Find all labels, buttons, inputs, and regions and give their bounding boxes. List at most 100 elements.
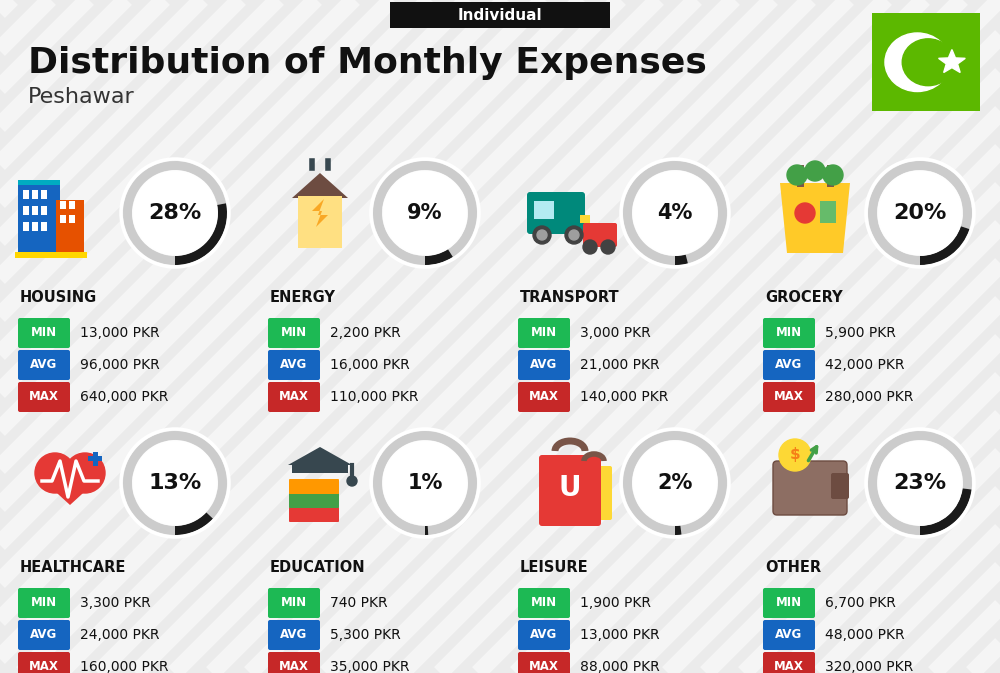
Text: MIN: MIN (31, 596, 57, 610)
FancyBboxPatch shape (18, 382, 70, 412)
Circle shape (569, 230, 579, 240)
FancyBboxPatch shape (583, 223, 617, 247)
Wedge shape (373, 161, 477, 265)
Circle shape (878, 441, 962, 525)
FancyBboxPatch shape (69, 215, 75, 223)
Text: AVG: AVG (30, 629, 58, 641)
FancyBboxPatch shape (32, 190, 38, 199)
Polygon shape (780, 183, 850, 253)
Text: 320,000 PKR: 320,000 PKR (825, 660, 913, 673)
Text: 280,000 PKR: 280,000 PKR (825, 390, 913, 404)
Wedge shape (123, 431, 227, 535)
Text: MAX: MAX (774, 660, 804, 673)
Wedge shape (623, 161, 727, 265)
Circle shape (583, 240, 597, 254)
Text: MIN: MIN (31, 326, 57, 339)
Text: HOUSING: HOUSING (20, 291, 97, 306)
Text: 140,000 PKR: 140,000 PKR (580, 390, 668, 404)
Text: GROCERY: GROCERY (765, 291, 843, 306)
FancyBboxPatch shape (298, 196, 342, 248)
Text: Distribution of Monthly Expenses: Distribution of Monthly Expenses (28, 46, 707, 80)
Text: 5,900 PKR: 5,900 PKR (825, 326, 896, 340)
Wedge shape (868, 161, 972, 265)
FancyBboxPatch shape (518, 350, 570, 380)
Text: AVG: AVG (530, 629, 558, 641)
Text: 42,000 PKR: 42,000 PKR (825, 358, 904, 372)
Wedge shape (675, 526, 682, 535)
FancyBboxPatch shape (390, 2, 610, 28)
FancyBboxPatch shape (289, 507, 339, 522)
Text: 1,900 PKR: 1,900 PKR (580, 596, 651, 610)
Text: MIN: MIN (531, 326, 557, 339)
FancyBboxPatch shape (18, 588, 70, 618)
FancyBboxPatch shape (831, 473, 849, 499)
Text: MAX: MAX (29, 660, 59, 673)
Text: LEISURE: LEISURE (520, 561, 589, 575)
FancyBboxPatch shape (268, 620, 320, 650)
FancyBboxPatch shape (518, 588, 570, 618)
FancyBboxPatch shape (41, 206, 47, 215)
FancyBboxPatch shape (18, 350, 70, 380)
Text: MIN: MIN (776, 596, 802, 610)
Circle shape (902, 39, 954, 85)
FancyBboxPatch shape (773, 461, 847, 515)
Circle shape (795, 203, 815, 223)
Polygon shape (292, 173, 348, 198)
Polygon shape (288, 447, 352, 465)
FancyBboxPatch shape (69, 201, 75, 209)
FancyBboxPatch shape (23, 206, 29, 215)
Text: MIN: MIN (776, 326, 802, 339)
FancyBboxPatch shape (763, 382, 815, 412)
Text: MIN: MIN (531, 596, 557, 610)
Text: 96,000 PKR: 96,000 PKR (80, 358, 160, 372)
Text: 6,700 PKR: 6,700 PKR (825, 596, 896, 610)
FancyBboxPatch shape (268, 652, 320, 673)
Text: 640,000 PKR: 640,000 PKR (80, 390, 168, 404)
Text: AVG: AVG (30, 359, 58, 371)
FancyBboxPatch shape (268, 588, 320, 618)
Text: 4%: 4% (657, 203, 693, 223)
Wedge shape (123, 161, 226, 265)
FancyBboxPatch shape (872, 13, 980, 111)
Circle shape (383, 171, 467, 255)
FancyBboxPatch shape (289, 493, 339, 508)
FancyBboxPatch shape (32, 206, 38, 215)
Text: 88,000 PKR: 88,000 PKR (580, 660, 660, 673)
Circle shape (787, 165, 807, 185)
FancyBboxPatch shape (268, 382, 320, 412)
Circle shape (65, 453, 105, 493)
FancyBboxPatch shape (527, 192, 585, 234)
Text: AVG: AVG (530, 359, 558, 371)
Wedge shape (675, 254, 688, 265)
Circle shape (805, 161, 825, 181)
Text: MAX: MAX (529, 390, 559, 404)
Text: MAX: MAX (279, 660, 309, 673)
Wedge shape (623, 431, 727, 535)
FancyBboxPatch shape (580, 215, 590, 223)
FancyBboxPatch shape (18, 183, 60, 255)
FancyBboxPatch shape (18, 620, 70, 650)
Text: MAX: MAX (529, 660, 559, 673)
Circle shape (885, 33, 950, 92)
FancyBboxPatch shape (41, 190, 47, 199)
Wedge shape (425, 249, 453, 265)
Circle shape (779, 439, 811, 471)
Text: 13,000 PKR: 13,000 PKR (580, 628, 660, 642)
FancyBboxPatch shape (539, 455, 601, 526)
FancyBboxPatch shape (56, 200, 84, 255)
FancyBboxPatch shape (534, 201, 554, 219)
Wedge shape (920, 489, 972, 535)
FancyBboxPatch shape (93, 452, 98, 466)
Circle shape (565, 226, 583, 244)
FancyBboxPatch shape (18, 180, 60, 185)
Text: MAX: MAX (29, 390, 59, 404)
Circle shape (633, 441, 717, 525)
Text: 2%: 2% (657, 473, 693, 493)
FancyBboxPatch shape (763, 652, 815, 673)
Polygon shape (312, 199, 328, 227)
FancyBboxPatch shape (576, 466, 612, 520)
Text: 110,000 PKR: 110,000 PKR (330, 390, 418, 404)
Text: TRANSPORT: TRANSPORT (520, 291, 620, 306)
FancyBboxPatch shape (268, 318, 320, 348)
Text: 13%: 13% (148, 473, 202, 493)
